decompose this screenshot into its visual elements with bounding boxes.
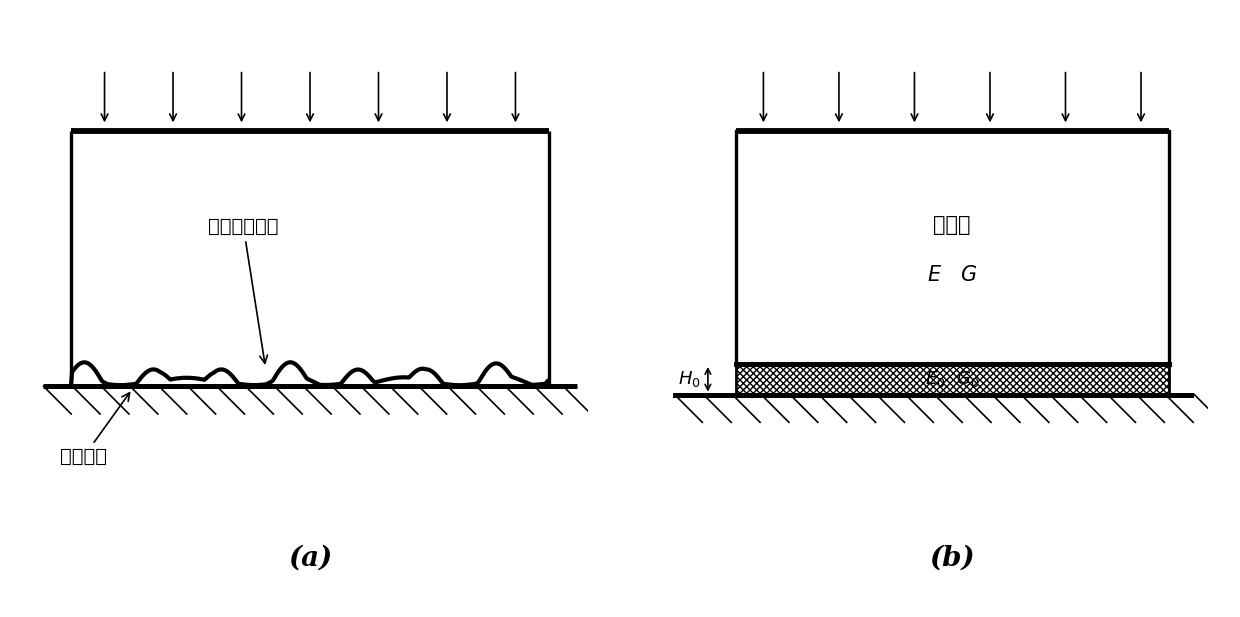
Text: $E_0$  $G_0$: $E_0$ $G_0$ — [925, 370, 980, 389]
Text: $H_0$: $H_0$ — [678, 370, 701, 389]
Bar — [735, 364, 1169, 395]
Text: (b): (b) — [930, 545, 975, 572]
Text: (a): (a) — [288, 545, 332, 572]
Text: 刚性平面: 刚性平面 — [60, 393, 130, 466]
Text: $E$   $G$: $E$ $G$ — [928, 265, 977, 285]
Text: 等效粗糙表面: 等效粗糙表面 — [208, 217, 279, 363]
Text: 弹性体: 弹性体 — [934, 215, 971, 235]
